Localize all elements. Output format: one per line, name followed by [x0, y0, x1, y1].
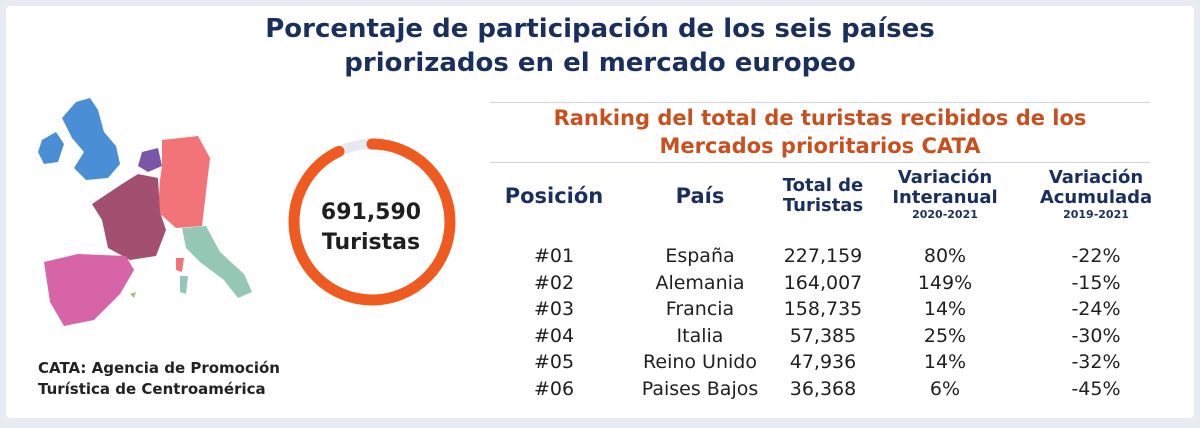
cell-yoy: 25% [923, 324, 967, 347]
header-acumulada: Variación Acumulada 2019-2021 [1022, 168, 1170, 222]
cell-yoy: 80% [923, 245, 967, 267]
header-interanual-line-1: Variación [897, 167, 993, 188]
cell-total: 164,007 [783, 271, 863, 294]
cell-accumulated: -32% [1071, 351, 1121, 373]
cell-country: España [665, 245, 735, 267]
header-interanual-line-2: Interanual [892, 187, 998, 208]
cell-country: Paises Bajos [641, 377, 759, 400]
caption: CATA: Agencia de Promoción Turística de … [38, 358, 338, 400]
header-total-line-2: Turistas [782, 195, 864, 216]
cell-total: 57,385 [789, 324, 857, 347]
balearic-shape [130, 292, 136, 298]
ireland-shape [38, 132, 64, 164]
france-shape [92, 174, 166, 260]
cell-position: #06 [533, 377, 575, 400]
uk-shape [62, 98, 120, 180]
ranking-title-line-1: Ranking del total de turistas recibidos … [553, 106, 1087, 130]
caption-line-2: Turística de Centroamérica [38, 380, 266, 398]
donut-arc [288, 138, 456, 306]
cell-total: 227,159 [783, 245, 863, 267]
cell-accumulated: -15% [1071, 271, 1121, 294]
header-acumulada-line-1: Variación [1048, 167, 1144, 188]
cell-country: Francia [665, 298, 735, 320]
cell-country: Reino Unido [643, 351, 757, 373]
netherlands-shape [138, 148, 162, 172]
cell-accumulated: -45% [1071, 377, 1121, 400]
corsica-shape [176, 258, 184, 272]
cell-accumulated: -30% [1071, 324, 1121, 347]
cell-accumulated: -24% [1071, 298, 1121, 320]
header-acumulada-period: 2019-2021 [1063, 208, 1129, 221]
sardinia-shape [180, 276, 188, 294]
cell-total: 158,735 [783, 298, 863, 320]
cell-yoy: 149% [917, 271, 973, 294]
cell-position: #05 [533, 351, 575, 373]
header-acumulada-line-2: Acumulada [1039, 187, 1153, 208]
header-total: Total de Turistas [768, 176, 878, 216]
caption-line-1: CATA: Agencia de Promoción [38, 359, 280, 377]
donut-total-unit: Turistas [321, 230, 421, 255]
cell-position: #04 [533, 324, 575, 347]
italy-shape [182, 226, 252, 298]
europe-map-icon [38, 98, 252, 326]
main-title: Porcentaje de participación de los seis … [0, 12, 1200, 80]
spain-shape [44, 254, 134, 326]
ranking-title: Ranking del total de turistas recibidos … [490, 104, 1150, 160]
header-posicion: Posición [504, 184, 604, 208]
ranking-title-line-2: Mercados prioritarios CATA [659, 134, 981, 158]
header-total-line-1: Total de [782, 175, 864, 196]
germany-shape [158, 136, 210, 228]
ranking-bottom-rule [490, 162, 1150, 163]
cell-accumulated: -22% [1071, 245, 1121, 267]
ranking-top-rule [490, 102, 1150, 103]
cell-total: 47,936 [789, 351, 857, 373]
total-donut [288, 138, 456, 306]
cell-yoy: 14% [923, 351, 967, 373]
cell-country: Italia [676, 324, 724, 347]
infographic-card [6, 6, 1194, 418]
main-title-line-2: priorizados en el mercado europeo [344, 48, 856, 78]
cell-country: Alemania [655, 271, 745, 294]
cell-position: #03 [533, 298, 575, 320]
main-title-line-1: Porcentaje de participación de los seis … [265, 14, 935, 44]
cell-yoy: 14% [923, 298, 967, 320]
cell-yoy: 6% [929, 377, 961, 400]
header-interanual-period: 2020-2021 [912, 208, 978, 221]
cell-position: #02 [533, 271, 575, 294]
header-interanual: Variación Interanual 2020-2021 [880, 168, 1010, 222]
header-pais: País [675, 184, 725, 208]
cell-total: 36,368 [789, 377, 857, 400]
cell-position: #01 [533, 245, 575, 267]
donut-total-value: 691,590 [320, 200, 422, 225]
